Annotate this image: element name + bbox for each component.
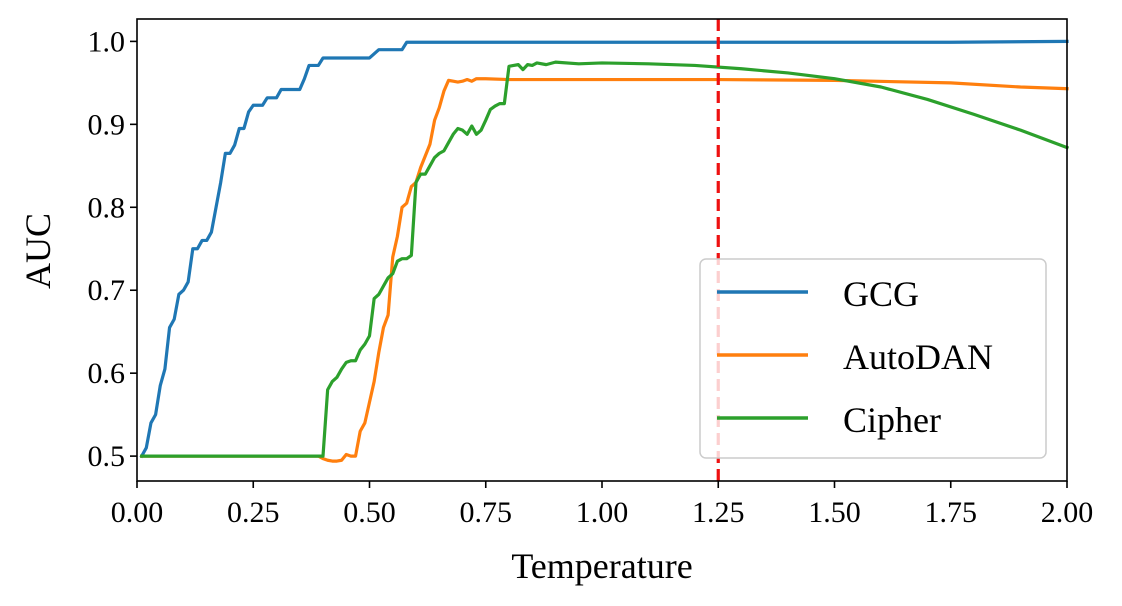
series-line-autodan (140, 77, 1069, 463)
x-axis-title: Temperature (511, 546, 692, 586)
legend-label-cipher: Cipher (843, 400, 941, 440)
x-tick-label: 1.25 (692, 496, 745, 529)
legend-label-autodan: AutoDAN (843, 337, 993, 377)
ticks-layer: 0.00 0.25 0.50 0.75 1.00 1.25 1.50 1.75 2.00 0.5 0… (88, 25, 1094, 529)
legend-label-gcg: GCG (843, 274, 919, 314)
y-tick-label: 0.8 (88, 191, 126, 224)
x-tick-label: 0.25 (227, 496, 280, 529)
x-tick-label: 0.00 (111, 496, 164, 529)
x-tick-label: 1.50 (808, 496, 861, 529)
legend-box (699, 258, 1047, 459)
y-tick-label: 1.0 (88, 25, 126, 58)
y-tick-label: 0.7 (88, 274, 126, 307)
y-tick-label: 0.9 (88, 108, 126, 141)
x-tick-label: 1.75 (925, 496, 978, 529)
x-tick-label: 2.00 (1041, 496, 1094, 529)
series-line-cipher (140, 60, 1070, 458)
series-layer (139, 39, 1070, 463)
x-tick-label: 1.00 (576, 496, 629, 529)
y-tick-label: 0.5 (88, 440, 126, 473)
y-tick-label: 0.6 (88, 357, 126, 390)
series-line-gcg (139, 39, 1069, 459)
x-tick-label: 0.75 (460, 496, 513, 529)
legend: GCG AutoDAN Cipher (699, 258, 1047, 459)
y-axis-title: AUC (18, 213, 58, 289)
x-tick-label: 0.50 (343, 496, 396, 529)
